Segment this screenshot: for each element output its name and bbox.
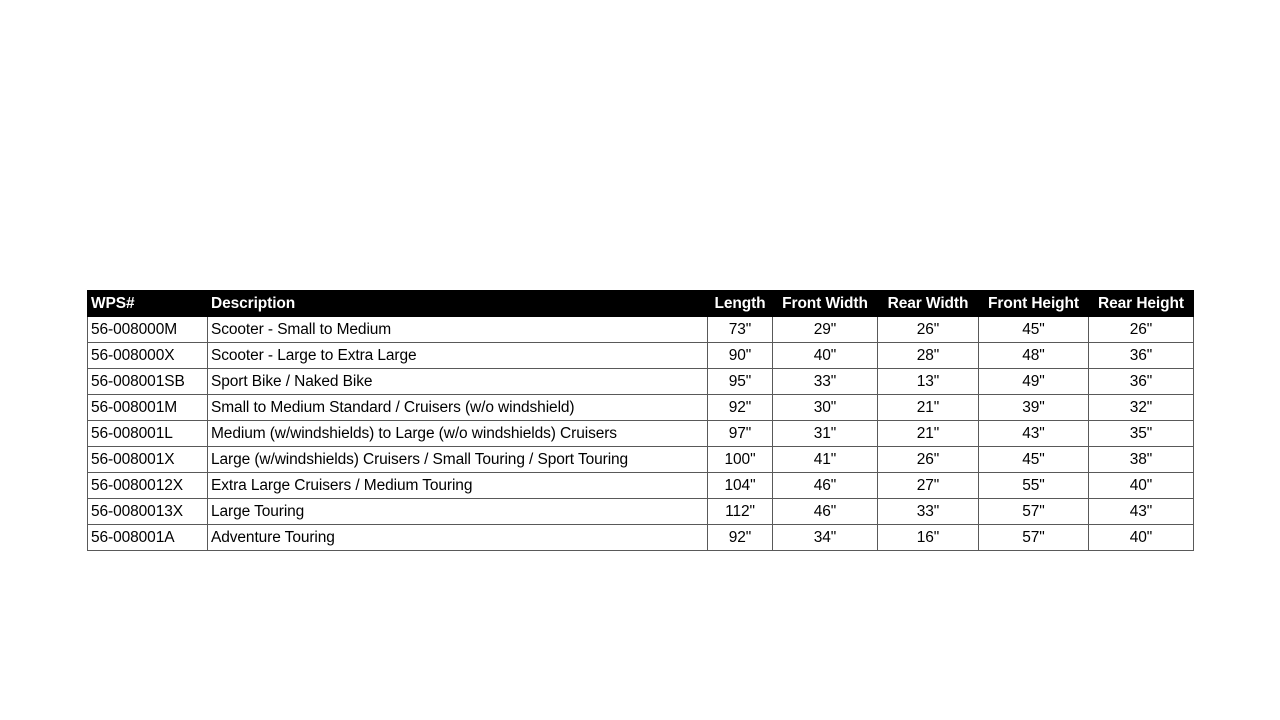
cell-rear_width: 13" [877, 368, 979, 395]
cell-length: 92" [707, 394, 773, 421]
table-row: 56-008001A Adventure Touring 92" 34" 16" 57" 4… [87, 524, 1194, 551]
table-body: 56-008000M Scooter - Small to Medium 73" 29… [87, 316, 1194, 551]
cell-length: 90" [707, 342, 773, 369]
cell-rear_height: 36" [1088, 368, 1194, 395]
cell-length: 92" [707, 524, 773, 551]
cell-rear_width: 27" [877, 472, 979, 499]
cell-wps: 56-008001SB [87, 368, 208, 395]
cell-length: 73" [707, 316, 773, 343]
cell-description: Sport Bike / Naked Bike [207, 368, 708, 395]
table-row: 56-008001SB Sport Bike / Naked Bike 95" 33"… [87, 368, 1194, 395]
cell-wps: 56-008000M [87, 316, 208, 343]
cell-rear_width: 28" [877, 342, 979, 369]
sizing-table-container: WPS# Description Length Front Width Rear Wid… [87, 290, 1194, 551]
cell-description: Medium (w/windshields) to Large (w/o win… [207, 420, 708, 447]
cell-wps: 56-008001M [87, 394, 208, 421]
cell-rear_width: 16" [877, 524, 979, 551]
column-header-front_height: Front Height [978, 290, 1089, 317]
cell-description: Small to Medium Standard / Cruisers (w/o… [207, 394, 708, 421]
cell-description: Scooter - Large to Extra Large [207, 342, 708, 369]
motorcycle-cover-size-table: WPS# Description Length Front Width Rear Wid… [87, 290, 1194, 551]
cell-front_height: 55" [978, 472, 1089, 499]
column-header-rear_height: Rear Height [1088, 290, 1194, 317]
cell-front_width: 34" [772, 524, 878, 551]
cell-wps: 56-008001X [87, 446, 208, 473]
table-row: 56-008001L Medium (w/windshields) to Larg… [87, 420, 1194, 447]
table-row: 56-0080013X Large Touring 112" 46" 33" 57" 43" [87, 498, 1194, 525]
cell-front_height: 57" [978, 524, 1089, 551]
table-header: WPS# Description Length Front Width Rear Wid… [87, 290, 1194, 317]
cell-front_width: 46" [772, 498, 878, 525]
cell-front_height: 43" [978, 420, 1089, 447]
table-row: 56-008000X Scooter - Large to Extra Large… [87, 342, 1194, 369]
column-header-rear_width: Rear Width [877, 290, 979, 317]
cell-description: Large Touring [207, 498, 708, 525]
cell-wps: 56-0080013X [87, 498, 208, 525]
cell-wps: 56-008000X [87, 342, 208, 369]
table-header-row: WPS# Description Length Front Width Rear Wid… [87, 290, 1194, 317]
table-row: 56-008001M Small to Medium Standard / Cru… [87, 394, 1194, 421]
cell-rear_width: 33" [877, 498, 979, 525]
cell-rear_width: 21" [877, 420, 979, 447]
cell-rear_height: 36" [1088, 342, 1194, 369]
cell-length: 95" [707, 368, 773, 395]
cell-front_width: 46" [772, 472, 878, 499]
cell-rear_width: 26" [877, 446, 979, 473]
column-header-description: Description [207, 290, 708, 317]
cell-length: 97" [707, 420, 773, 447]
cell-front_width: 31" [772, 420, 878, 447]
cell-front_height: 39" [978, 394, 1089, 421]
cell-description: Large (w/windshields) Cruisers / Small T… [207, 446, 708, 473]
cell-front_height: 45" [978, 446, 1089, 473]
cell-length: 100" [707, 446, 773, 473]
cell-front_height: 57" [978, 498, 1089, 525]
cell-wps: 56-008001L [87, 420, 208, 447]
cell-length: 112" [707, 498, 773, 525]
column-header-wps: WPS# [87, 290, 208, 317]
cell-description: Extra Large Cruisers / Medium Touring [207, 472, 708, 499]
cell-wps: 56-008001A [87, 524, 208, 551]
cell-rear_height: 43" [1088, 498, 1194, 525]
cell-description: Adventure Touring [207, 524, 708, 551]
cell-rear_width: 26" [877, 316, 979, 343]
cell-rear_width: 21" [877, 394, 979, 421]
cell-front_width: 30" [772, 394, 878, 421]
table-row: 56-008000M Scooter - Small to Medium 73" 29… [87, 316, 1194, 343]
cell-front_width: 41" [772, 446, 878, 473]
cell-rear_height: 35" [1088, 420, 1194, 447]
table-row: 56-0080012X Extra Large Cruisers / Medium… [87, 472, 1194, 499]
cell-rear_height: 26" [1088, 316, 1194, 343]
cell-rear_height: 32" [1088, 394, 1194, 421]
cell-rear_height: 40" [1088, 472, 1194, 499]
cell-description: Scooter - Small to Medium [207, 316, 708, 343]
cell-front_width: 29" [772, 316, 878, 343]
table-row: 56-008001X Large (w/windshields) Cruisers… [87, 446, 1194, 473]
cell-front_height: 49" [978, 368, 1089, 395]
cell-length: 104" [707, 472, 773, 499]
cell-front_width: 33" [772, 368, 878, 395]
cell-front_height: 48" [978, 342, 1089, 369]
cell-rear_height: 38" [1088, 446, 1194, 473]
cell-rear_height: 40" [1088, 524, 1194, 551]
column-header-length: Length [707, 290, 773, 317]
column-header-front_width: Front Width [772, 290, 878, 317]
cell-wps: 56-0080012X [87, 472, 208, 499]
cell-front_width: 40" [772, 342, 878, 369]
cell-front_height: 45" [978, 316, 1089, 343]
